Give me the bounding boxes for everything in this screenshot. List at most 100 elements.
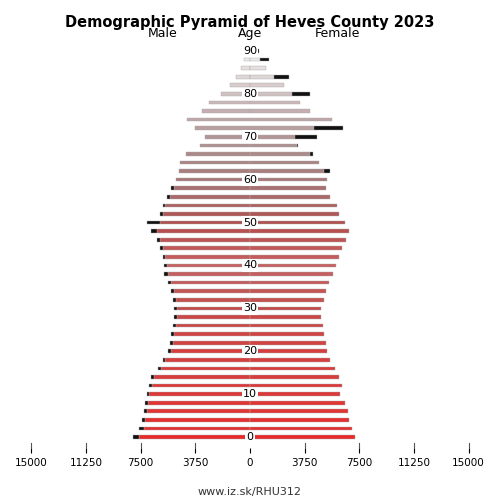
Bar — [194, 126, 250, 130]
Bar — [250, 341, 326, 344]
Bar — [250, 186, 326, 190]
Text: 50: 50 — [243, 218, 257, 228]
Bar — [250, 204, 338, 207]
Bar — [250, 118, 332, 122]
Text: 60: 60 — [243, 174, 257, 184]
Bar — [186, 152, 250, 156]
Bar — [172, 281, 250, 284]
Bar — [250, 392, 340, 396]
Bar — [250, 92, 292, 96]
Bar — [250, 418, 349, 422]
Bar — [250, 84, 284, 87]
Bar — [172, 290, 174, 293]
Text: 90: 90 — [243, 46, 257, 56]
Text: 0: 0 — [246, 432, 254, 442]
Bar — [250, 255, 339, 258]
Text: 10: 10 — [243, 389, 257, 399]
Bar — [250, 350, 327, 353]
Bar — [174, 186, 250, 190]
Text: www.iz.sk/RHU312: www.iz.sk/RHU312 — [198, 487, 302, 497]
Bar — [160, 238, 250, 242]
Bar — [295, 135, 317, 138]
Bar — [146, 392, 150, 396]
Bar — [146, 410, 250, 413]
Bar — [250, 272, 333, 276]
Text: Age: Age — [238, 28, 262, 40]
Text: Male: Male — [148, 28, 178, 40]
Bar — [314, 126, 344, 130]
Bar — [202, 109, 250, 113]
Bar — [151, 375, 154, 379]
Bar — [260, 58, 269, 62]
Bar — [180, 160, 250, 164]
Bar — [188, 118, 250, 122]
Bar — [178, 170, 250, 173]
Bar — [148, 401, 250, 404]
Bar — [173, 324, 176, 328]
Bar — [250, 410, 348, 413]
Bar — [168, 350, 172, 353]
Bar — [151, 230, 156, 233]
Bar — [139, 426, 143, 430]
Bar — [152, 384, 250, 388]
Bar — [250, 109, 310, 113]
Bar — [250, 246, 342, 250]
Text: 40: 40 — [243, 260, 257, 270]
Bar — [250, 324, 323, 328]
Bar — [172, 332, 174, 336]
Bar — [172, 350, 250, 353]
Bar — [164, 264, 167, 268]
Bar — [250, 306, 322, 310]
Bar — [230, 84, 250, 87]
Bar — [250, 298, 324, 302]
Bar — [250, 264, 336, 268]
Bar — [160, 220, 250, 224]
Bar — [274, 75, 288, 78]
Bar — [250, 49, 254, 53]
Text: 20: 20 — [243, 346, 257, 356]
Bar — [167, 264, 250, 268]
Bar — [174, 290, 250, 293]
Bar — [154, 375, 250, 379]
Text: 80: 80 — [243, 89, 257, 99]
Bar — [156, 230, 250, 233]
Bar — [142, 418, 145, 422]
Bar — [176, 298, 250, 302]
Bar — [247, 49, 250, 53]
Bar — [250, 75, 274, 78]
Bar — [236, 75, 250, 78]
Bar — [250, 170, 324, 173]
Bar — [145, 418, 250, 422]
Bar — [310, 152, 312, 156]
Bar — [250, 230, 349, 233]
Bar — [168, 281, 172, 284]
Text: Female: Female — [315, 28, 360, 40]
Bar — [150, 392, 250, 396]
Bar — [209, 100, 250, 104]
Bar — [250, 220, 344, 224]
Bar — [244, 58, 250, 62]
Bar — [162, 358, 166, 362]
Bar — [200, 144, 250, 147]
Bar — [250, 366, 334, 370]
Bar — [162, 255, 166, 258]
Bar — [177, 315, 250, 319]
Bar — [134, 435, 139, 439]
Bar — [250, 144, 296, 147]
Bar — [170, 195, 250, 198]
Bar — [250, 358, 330, 362]
Bar — [156, 238, 160, 242]
Bar — [170, 341, 173, 344]
Bar — [250, 126, 314, 130]
Bar — [221, 92, 250, 96]
Bar — [250, 401, 344, 404]
Text: 70: 70 — [243, 132, 257, 142]
Bar — [146, 220, 160, 224]
Bar — [144, 426, 250, 430]
Bar — [250, 435, 355, 439]
Bar — [250, 195, 330, 198]
Bar — [173, 298, 176, 302]
Bar — [250, 100, 300, 104]
Bar — [144, 410, 146, 413]
Bar — [177, 306, 250, 310]
